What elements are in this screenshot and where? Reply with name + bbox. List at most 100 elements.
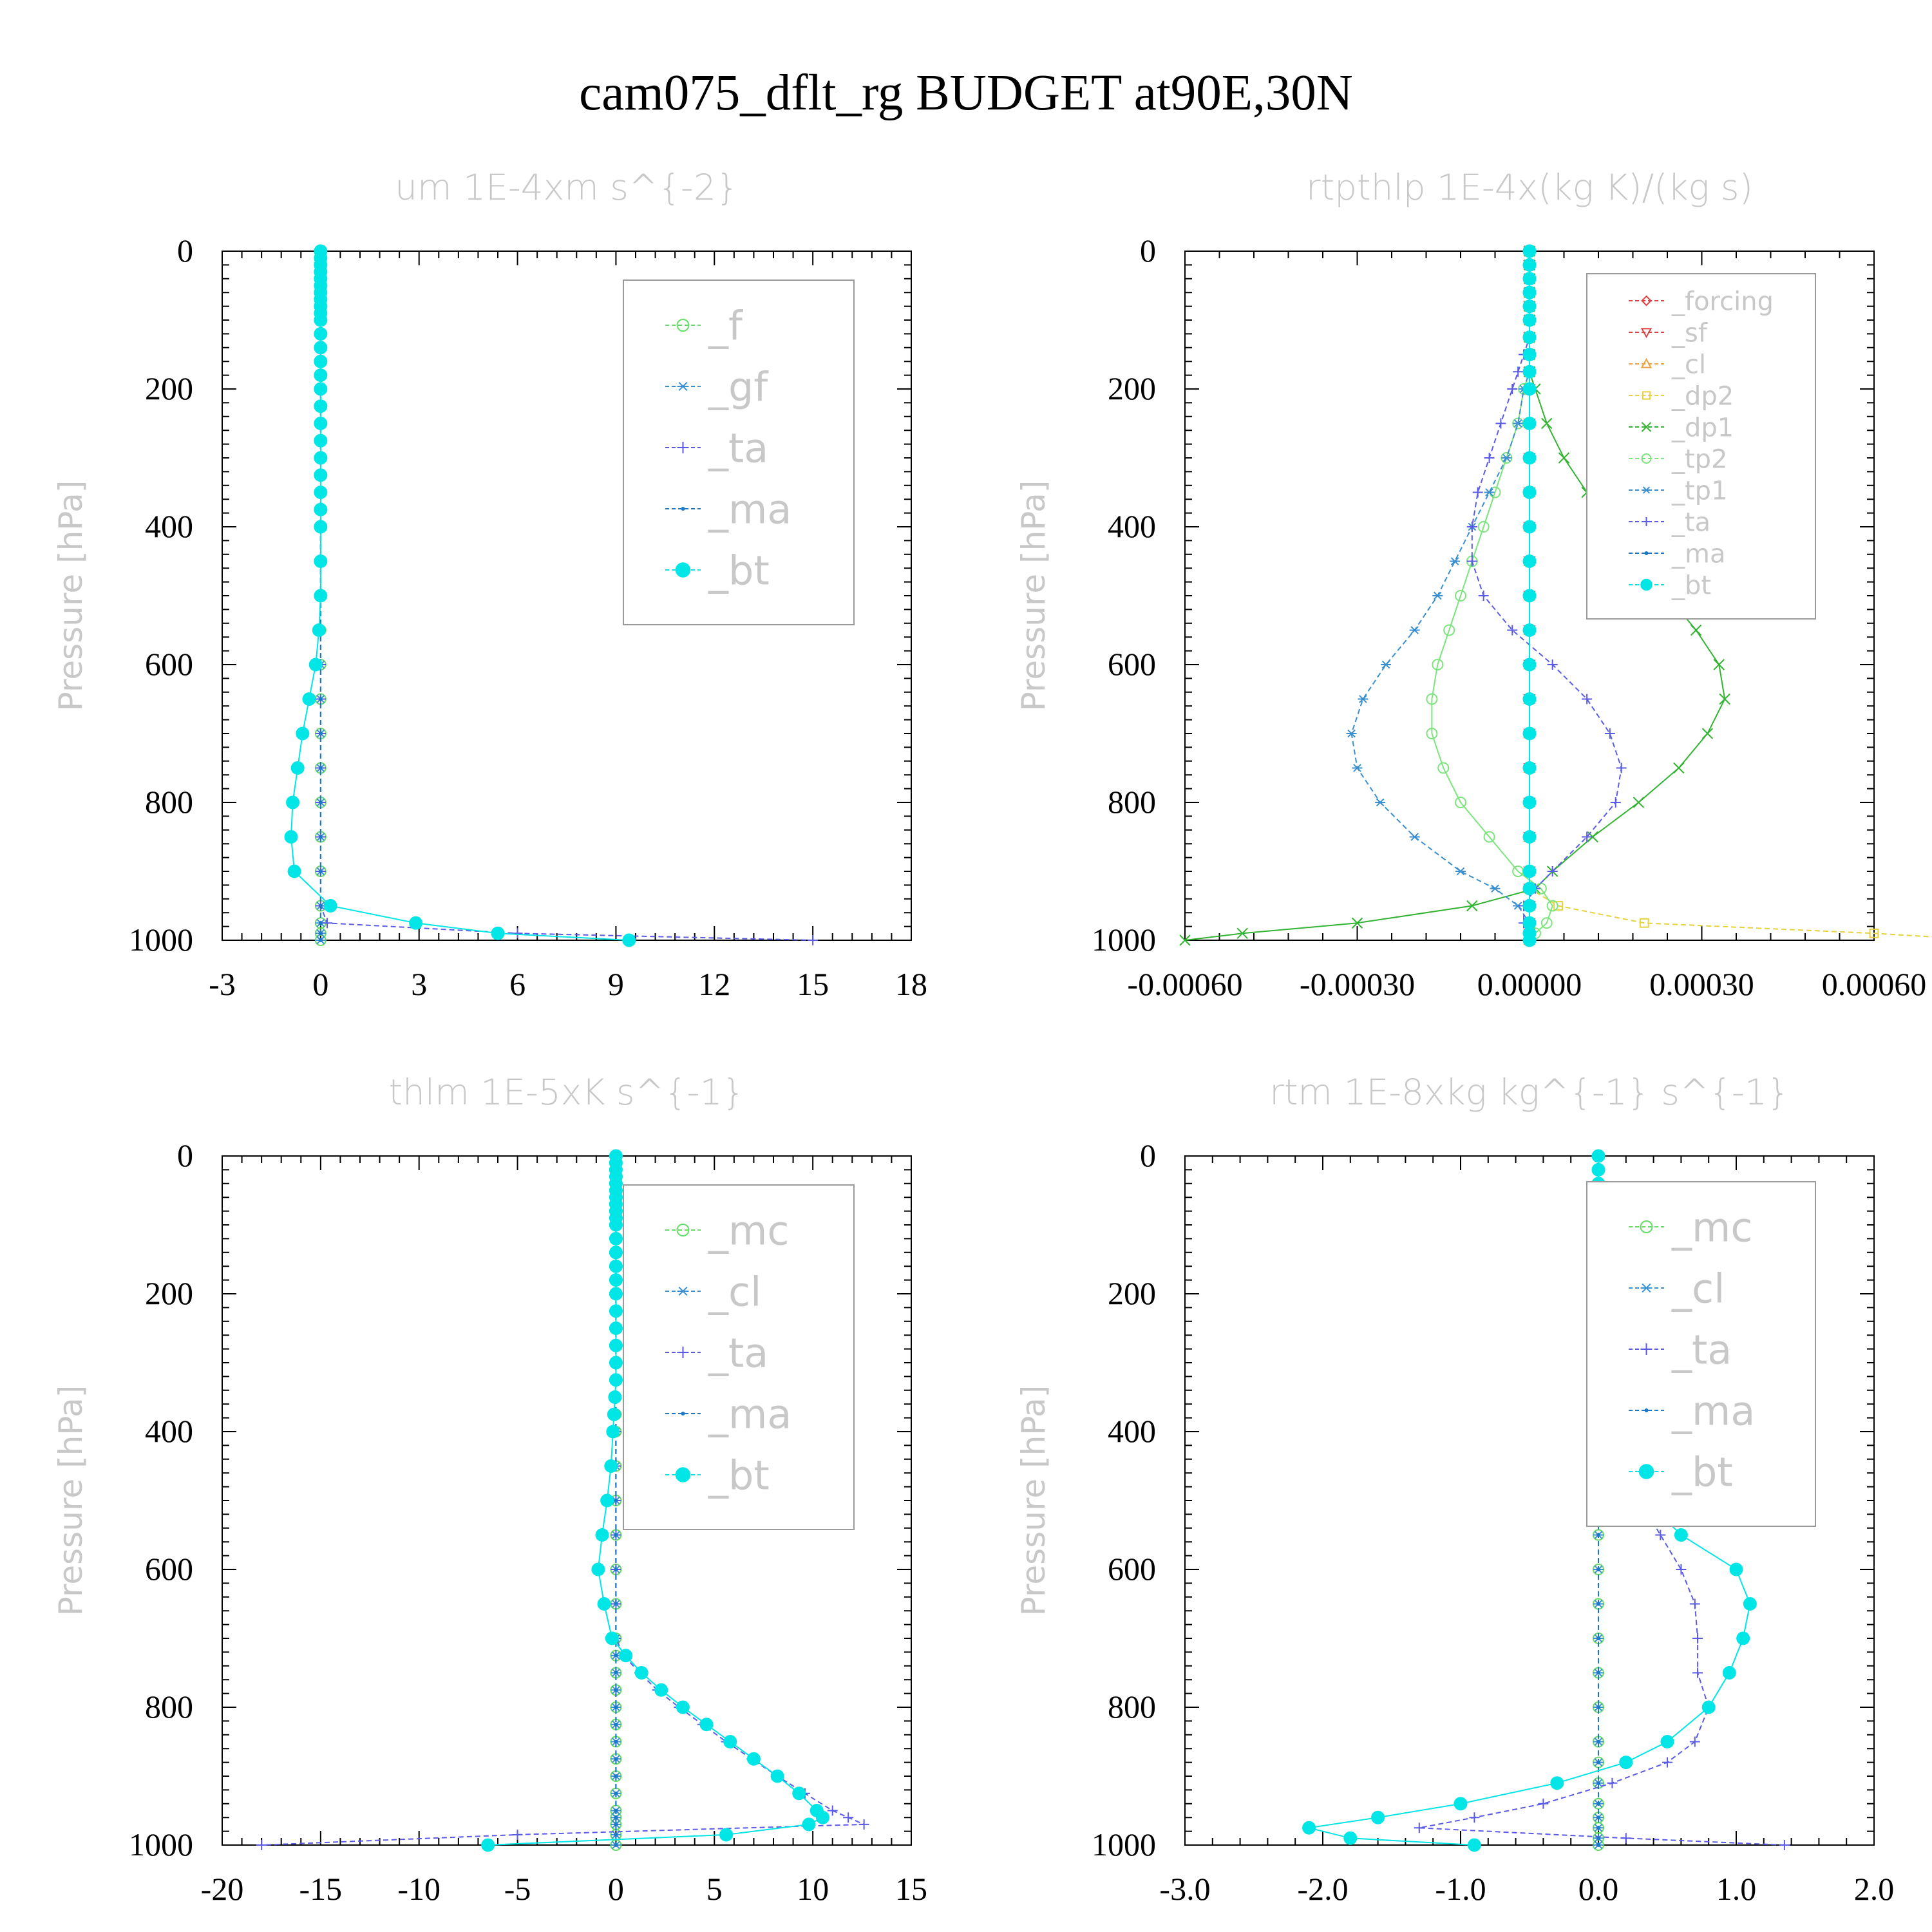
data-point: [1351, 917, 1363, 929]
data-point: [322, 918, 333, 929]
data-point: [1522, 258, 1537, 272]
data-point: [1472, 487, 1483, 498]
y-tick-label: 400: [1108, 508, 1156, 544]
x-tick-label: -2.0: [1297, 1871, 1348, 1907]
data-point: [318, 904, 323, 908]
data-point: [1302, 1821, 1316, 1835]
legend-entry: _gf: [665, 363, 769, 410]
data-point: [1604, 728, 1615, 739]
data-point: [1484, 488, 1495, 497]
x-tick-label: -15: [299, 1871, 343, 1907]
legend-label: _bt: [1671, 1448, 1733, 1495]
y-tick-label: 400: [145, 508, 193, 544]
data-point: [1596, 1843, 1600, 1847]
x-tick-label: 18: [895, 966, 927, 1002]
data-point: [314, 354, 328, 368]
data-point: [1467, 1838, 1481, 1852]
data-point: [1507, 625, 1518, 636]
data-point: [512, 928, 523, 939]
data-point: [318, 732, 323, 735]
data-point: [318, 869, 323, 873]
axis-ticks: [1184, 1155, 1875, 1846]
data-point: [1674, 1528, 1688, 1542]
legend-label: _tp1: [1671, 476, 1728, 506]
legend-box: [623, 279, 855, 625]
data-point: [1478, 591, 1489, 601]
y-tick-label: 200: [145, 370, 193, 406]
legend-marker: [1642, 391, 1651, 400]
data-point: [481, 1838, 495, 1852]
legend-label: _forcing: [1671, 287, 1774, 316]
data-point: [1689, 1598, 1700, 1609]
data-point: [614, 1739, 618, 1744]
data-point: [1591, 1149, 1605, 1163]
data-point: [1522, 451, 1537, 465]
series-bt: [284, 244, 636, 947]
data-point: [609, 1373, 623, 1387]
data-point: [314, 382, 328, 396]
x-tick-label: 0: [608, 1871, 624, 1907]
legend-box: [1586, 1181, 1816, 1527]
data-point: [314, 502, 328, 516]
data-point: [1179, 934, 1191, 946]
data-point: [614, 1722, 618, 1727]
data-point: [1662, 1757, 1672, 1768]
legend-label: _ta: [708, 424, 768, 471]
legend-label: _dp2: [1671, 381, 1734, 411]
data-point: [1522, 795, 1537, 810]
data-point: [609, 1356, 623, 1370]
legend-marker: [1641, 453, 1652, 464]
data-point: [1619, 1756, 1633, 1770]
legend-entry: _mc: [1629, 1204, 1752, 1251]
data-point: [699, 1718, 714, 1732]
data-point: [1522, 864, 1537, 878]
legend-label: _bt: [708, 1452, 770, 1499]
legend-marker: [1642, 517, 1651, 526]
data-point: [607, 1407, 621, 1421]
panel-title: thlm 1E-5xK s^{-1}: [388, 1072, 744, 1113]
data-point: [1522, 365, 1537, 379]
legend-label: _ma: [708, 486, 791, 533]
y-tick-label: 0: [177, 232, 193, 269]
legend-label: _bt: [708, 547, 770, 594]
x-tick-label: 0.00060: [1822, 966, 1927, 1002]
data-point: [312, 623, 326, 637]
data-point: [1607, 1777, 1618, 1788]
data-point: [1371, 1810, 1385, 1824]
data-point: [1522, 382, 1537, 396]
data-point: [1676, 1564, 1687, 1575]
chart-panels: um 1E-4xm s^{-2}Pressure [hPa]0200400600…: [52, 167, 1932, 1907]
data-point: [1522, 244, 1537, 258]
data-point: [619, 1649, 633, 1663]
legend-entry: _mc: [665, 1207, 789, 1254]
chart-panel-3: thlm 1E-5xK s^{-1} Pressure [hPa] 0 200 400 6…: [52, 1072, 927, 1907]
data-point: [1375, 798, 1386, 807]
data-point: [318, 766, 323, 770]
data-point: [1513, 366, 1524, 377]
legend-label: _mc: [708, 1207, 789, 1254]
series-tp2: [1426, 245, 1558, 946]
legend-entry: _sf: [1629, 318, 1708, 348]
x-tick-label: 2.0: [1854, 1871, 1895, 1907]
data-point: [1522, 589, 1537, 603]
data-point: [719, 1828, 734, 1842]
legend-marker: [677, 1286, 689, 1296]
data-point: [1596, 1836, 1600, 1841]
data-point: [614, 1688, 618, 1692]
series-bt: [481, 1149, 829, 1852]
data-point: [1443, 624, 1455, 636]
data-point: [609, 1231, 623, 1245]
data-point: [1596, 1801, 1600, 1806]
data-point: [302, 692, 316, 706]
legend-label: _cl: [708, 1268, 761, 1315]
legend-marker: [675, 1467, 691, 1482]
x-tick-label: 5: [706, 1871, 723, 1907]
data-point: [609, 1287, 623, 1301]
data-point: [1522, 761, 1537, 775]
legend-label: _ma: [1671, 539, 1725, 569]
legend-label: _cl: [1671, 1265, 1725, 1312]
data-point: [1541, 417, 1553, 430]
series-line: [290, 251, 629, 941]
data-point: [1454, 1797, 1468, 1811]
legend-entry: _ta: [1629, 1326, 1732, 1373]
